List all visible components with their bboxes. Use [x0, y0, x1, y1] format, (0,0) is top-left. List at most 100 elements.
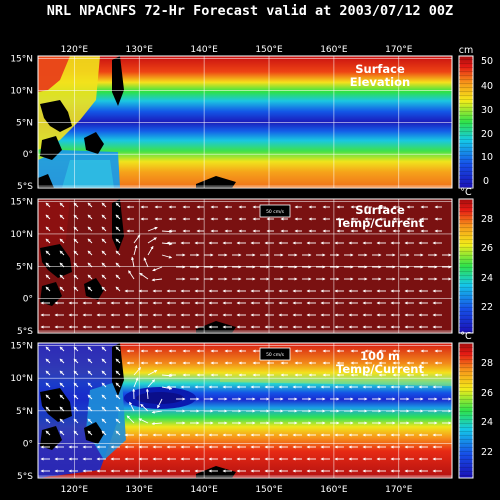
current-arrow: [115, 430, 121, 436]
reference-vector-surface-label: 50 cm/s: [266, 209, 285, 215]
lon-label-top: 130°E: [126, 45, 154, 55]
current-arrow: [115, 214, 121, 220]
current-arrow: [101, 358, 107, 364]
current-arrow: [45, 406, 51, 412]
current-arrow: [101, 418, 107, 424]
current-arrow: [45, 214, 51, 220]
lat-label: 15°N: [10, 342, 33, 352]
colorbar-100m-tick-28: 28: [481, 358, 493, 369]
panel-label-surface-temp: Surface Temp/Current: [336, 203, 424, 230]
lon-label-top: 140°E: [190, 45, 218, 55]
current-arrow: [138, 418, 149, 424]
current-arrow: [59, 382, 65, 388]
lat-label: 5°S: [17, 182, 33, 192]
current-arrow: [73, 358, 79, 364]
current-arrow: [87, 418, 93, 424]
map-title: NRL NPACNFS 72-Hr Forecast valid at 2003…: [46, 3, 454, 19]
current-arrow: [101, 286, 107, 292]
current-arrow: [87, 370, 93, 376]
current-arrow: [45, 286, 51, 292]
current-arrow: [151, 422, 163, 426]
panel-label-100m-line1: 100 m: [360, 349, 400, 363]
graticule: [38, 56, 452, 478]
current-arrow: [59, 286, 65, 292]
lat-label: 5°N: [16, 262, 33, 272]
current-arrow: [73, 202, 79, 208]
current-arrow: [133, 244, 138, 256]
current-arrow: [101, 406, 107, 412]
current-arrow: [59, 226, 65, 232]
panel-label-100m: 100 m Temp/Current: [336, 349, 424, 376]
current-arrow: [59, 346, 65, 352]
lat-label: 0°: [23, 150, 33, 160]
current-arrow: [73, 394, 79, 400]
current-arrow: [101, 250, 107, 256]
current-arrow: [115, 358, 121, 364]
colorbar-elevation-tick-10: 10: [481, 152, 493, 163]
panel-label-elevation-line2: Elevation: [350, 75, 410, 89]
current-arrow: [115, 226, 121, 232]
current-arrow: [147, 369, 158, 376]
current-arrow: [147, 379, 156, 388]
current-arrow: [73, 250, 79, 256]
colorbar-elevation-tick-30: 30: [481, 105, 493, 116]
current-arrow: [59, 214, 65, 220]
lon-label-bottom: 150°E: [255, 485, 283, 495]
current-arrow: [59, 370, 65, 376]
current-arrow: [101, 226, 107, 232]
colorbar-elevation-tick-20: 20: [481, 129, 493, 140]
current-arrow: [129, 401, 135, 412]
current-arrow: [143, 257, 149, 268]
colorbar-100m-tick-24: 24: [481, 417, 493, 428]
current-arrow: [133, 377, 139, 388]
current-arrow: [87, 238, 93, 244]
current-arrow: [59, 358, 65, 364]
panel-temp-current-100m: [37, 342, 453, 479]
lat-label: 5°N: [16, 118, 33, 128]
current-arrow: [73, 418, 79, 424]
lat-label: 0°: [23, 439, 33, 449]
current-arrow: [87, 214, 93, 220]
colorbar-surface-temp-tick-24: 24: [481, 273, 493, 284]
reference-vector-100m-label: 50 cm/s: [266, 352, 285, 358]
current-vectors-surface: [40, 202, 452, 329]
current-arrow: [45, 274, 51, 280]
current-arrow: [73, 370, 79, 376]
land-mask-panel2: [40, 199, 236, 333]
lon-label-bottom: 120°E: [61, 485, 89, 495]
surface-temp-field: [38, 199, 452, 333]
current-arrow: [101, 430, 107, 436]
panel-label-elevation: Surface Elevation: [350, 62, 410, 89]
current-arrow: [45, 358, 51, 364]
current-arrow: [101, 202, 107, 208]
colorbar-elevation-tick-50: 50: [481, 56, 493, 67]
current-arrow: [87, 406, 93, 412]
lat-label: 15°N: [10, 55, 33, 65]
current-arrow: [87, 226, 93, 232]
current-arrow: [115, 394, 121, 400]
current-arrow: [87, 202, 93, 208]
current-arrow: [73, 346, 79, 352]
current-arrow: [101, 214, 107, 220]
reference-vector-surface: 50 cm/s: [259, 204, 291, 218]
current-arrow: [73, 430, 79, 436]
current-arrow: [73, 238, 79, 244]
colorbar-surface-temp-tick-26: 26: [481, 243, 493, 254]
colorbar-100m-tick-22: 22: [481, 447, 493, 458]
colorbar-elevation-tick-0: 0: [483, 176, 489, 187]
current-arrow: [73, 214, 79, 220]
current-arrow: [101, 382, 107, 388]
panel-label-surface-temp-line1: Surface: [355, 203, 405, 217]
current-arrow: [45, 346, 51, 352]
current-arrow: [115, 238, 121, 244]
current-arrow: [147, 237, 157, 244]
lon-label-top: 120°E: [61, 45, 89, 55]
lon-label-top: 160°E: [320, 45, 348, 55]
current-arrow: [59, 238, 65, 244]
lon-label-bottom: 140°E: [190, 485, 218, 495]
colorbar-surface-temp-tick-28: 28: [481, 214, 493, 225]
current-arrow: [151, 278, 163, 282]
current-arrow: [87, 250, 93, 256]
colorbar-elevation: cm 50 40 30 20 10 0: [458, 45, 493, 189]
current-arrow: [73, 286, 79, 292]
